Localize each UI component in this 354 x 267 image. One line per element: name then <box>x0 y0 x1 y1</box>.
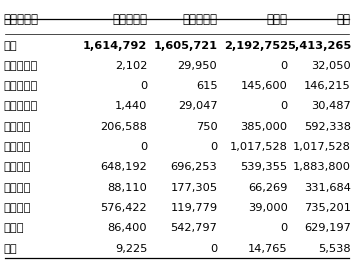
Text: 5,413,265: 5,413,265 <box>287 41 351 50</box>
Text: 1,614,792: 1,614,792 <box>83 41 147 50</box>
Text: 615: 615 <box>196 81 217 91</box>
Text: 1,440: 1,440 <box>115 101 147 111</box>
Text: 88,110: 88,110 <box>107 183 147 193</box>
Text: 경상남도: 경상남도 <box>3 203 31 213</box>
Text: 육상수조식: 육상수조식 <box>182 13 217 26</box>
Text: 29,047: 29,047 <box>178 101 217 111</box>
Text: 576,422: 576,422 <box>101 203 147 213</box>
Text: 39,000: 39,000 <box>248 203 288 213</box>
Text: 331,684: 331,684 <box>304 183 351 193</box>
Text: 146,215: 146,215 <box>304 81 351 91</box>
Text: 5,538: 5,538 <box>318 244 351 254</box>
Text: 0: 0 <box>210 244 217 254</box>
Text: 울산광역시: 울산광역시 <box>3 101 38 111</box>
Text: 행정구역별: 행정구역별 <box>3 13 38 26</box>
Text: 인천광역시: 인천광역시 <box>3 81 38 91</box>
Text: 1,017,528: 1,017,528 <box>293 142 351 152</box>
Text: 29,950: 29,950 <box>178 61 217 71</box>
Text: 66,269: 66,269 <box>248 183 288 193</box>
Text: 0: 0 <box>280 61 288 71</box>
Text: 32,050: 32,050 <box>311 61 351 71</box>
Text: 1,883,800: 1,883,800 <box>293 162 351 172</box>
Text: 735,201: 735,201 <box>304 203 351 213</box>
Text: 14,765: 14,765 <box>248 244 288 254</box>
Text: 696,253: 696,253 <box>171 162 217 172</box>
Text: 177,305: 177,305 <box>170 183 217 193</box>
Text: 0: 0 <box>140 81 147 91</box>
Text: 0: 0 <box>210 142 217 152</box>
Text: 30,487: 30,487 <box>311 101 351 111</box>
Text: 축제식: 축제식 <box>267 13 288 26</box>
Text: 145,600: 145,600 <box>241 81 288 91</box>
Text: 0: 0 <box>280 101 288 111</box>
Text: 539,355: 539,355 <box>240 162 288 172</box>
Text: 385,000: 385,000 <box>240 122 288 132</box>
Text: 기타: 기타 <box>3 244 17 254</box>
Text: 2,192,752: 2,192,752 <box>224 41 288 50</box>
Text: 629,197: 629,197 <box>304 223 351 233</box>
Text: 750: 750 <box>196 122 217 132</box>
Text: 전라남도: 전라남도 <box>3 162 31 172</box>
Text: 1,605,721: 1,605,721 <box>153 41 217 50</box>
Text: 86,400: 86,400 <box>108 223 147 233</box>
Text: 경상북도: 경상북도 <box>3 183 31 193</box>
Text: 0: 0 <box>140 142 147 152</box>
Text: 충청남도: 충청남도 <box>3 122 31 132</box>
Text: 1,017,528: 1,017,528 <box>230 142 288 152</box>
Text: 부산광역시: 부산광역시 <box>3 61 38 71</box>
Text: 206,588: 206,588 <box>100 122 147 132</box>
Text: 2,102: 2,102 <box>115 61 147 71</box>
Text: 전국: 전국 <box>3 41 17 50</box>
Text: 648,192: 648,192 <box>101 162 147 172</box>
Text: 전라북도: 전라북도 <box>3 142 31 152</box>
Text: 0: 0 <box>280 223 288 233</box>
Text: 해상가두리: 해상가두리 <box>112 13 147 26</box>
Text: 제주도: 제주도 <box>3 223 24 233</box>
Text: 119,779: 119,779 <box>170 203 217 213</box>
Text: 9,225: 9,225 <box>115 244 147 254</box>
Text: 합계: 합계 <box>337 13 351 26</box>
Text: 592,338: 592,338 <box>304 122 351 132</box>
Text: 542,797: 542,797 <box>171 223 217 233</box>
